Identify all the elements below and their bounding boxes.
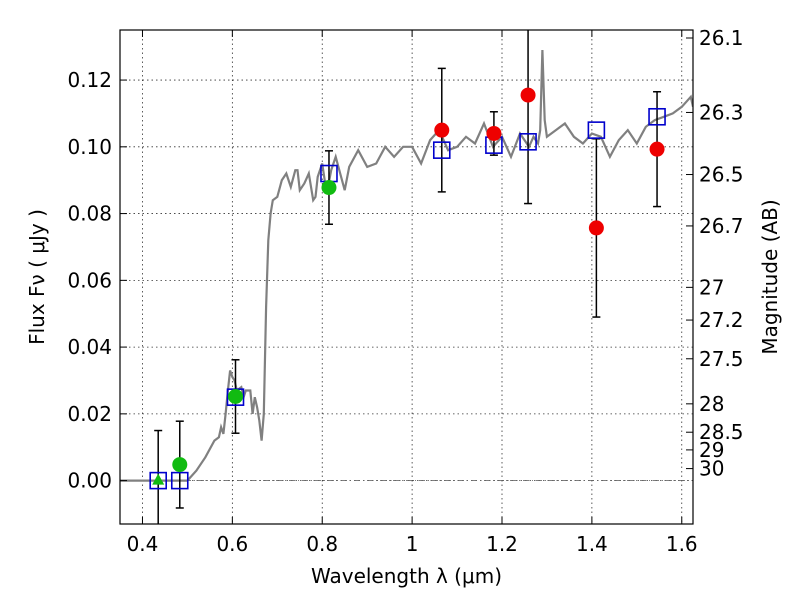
model-box-marker bbox=[149, 471, 167, 490]
x-tick-label: 1.6 bbox=[666, 532, 698, 556]
data-point bbox=[520, 87, 536, 103]
model-box-marker bbox=[648, 107, 666, 126]
right-tick-label: 26.5 bbox=[699, 163, 744, 187]
y-tick-label: 0.02 bbox=[67, 402, 112, 426]
data-point bbox=[227, 388, 243, 404]
y-axis-label: Flux Fν ( μJy ) bbox=[25, 209, 49, 345]
x-tick-label: 1.2 bbox=[486, 532, 518, 556]
x-tick-label: 0.8 bbox=[306, 532, 338, 556]
y-tick-label: 0.06 bbox=[67, 268, 112, 292]
y-tick-label: 0.00 bbox=[67, 469, 112, 493]
data-point bbox=[321, 180, 337, 196]
triangle-marker bbox=[152, 473, 165, 485]
data-point bbox=[172, 457, 188, 473]
data-point bbox=[434, 122, 450, 138]
data-point bbox=[588, 220, 604, 236]
ticks: 0.4 0.6 0.8 1 1.2 1.4 1.6 0.00 0.02 0.04 0.06 0.08 0… bbox=[67, 26, 743, 556]
model-box-marker bbox=[519, 133, 537, 151]
x-tick-label: 0.6 bbox=[216, 532, 248, 556]
right-tick-label: 27.2 bbox=[699, 308, 744, 332]
x-tick-label: 0.4 bbox=[127, 532, 159, 556]
right-tick-label: 26.3 bbox=[699, 100, 744, 124]
model-box-marker bbox=[432, 141, 451, 159]
x-tick-label: 1.4 bbox=[576, 532, 608, 556]
right-tick-label: 27.5 bbox=[699, 347, 744, 371]
plot-frame bbox=[119, 29, 694, 525]
right-tick-label: 28.5 bbox=[699, 420, 744, 444]
y-tick-label: 0.04 bbox=[67, 335, 112, 359]
right-tick-label: 27 bbox=[699, 275, 724, 299]
y-tick-label: 0.12 bbox=[67, 68, 112, 92]
right-tick-label: 30 bbox=[699, 457, 724, 481]
model-box-marker bbox=[170, 471, 189, 490]
right-tick-label: 26.7 bbox=[699, 214, 744, 238]
grid bbox=[120, 30, 693, 524]
right-axis-label: Magnitude (AB) bbox=[758, 199, 782, 354]
right-tick-label: 26.1 bbox=[699, 26, 744, 50]
clipped-plot bbox=[120, 30, 693, 524]
data-point bbox=[486, 125, 502, 141]
y-tick-label: 0.10 bbox=[67, 135, 112, 159]
x-axis-label: Wavelength λ (μm) bbox=[311, 564, 502, 588]
model-box-marker bbox=[587, 121, 606, 139]
x-tick-label: 1 bbox=[406, 532, 419, 556]
right-tick-label: 28 bbox=[699, 392, 724, 416]
plot-area bbox=[120, 30, 693, 524]
data-point bbox=[649, 141, 665, 157]
spectrum-line bbox=[120, 49, 693, 482]
y-tick-label: 0.08 bbox=[67, 202, 112, 226]
right-tick-label: 29 bbox=[699, 438, 724, 462]
